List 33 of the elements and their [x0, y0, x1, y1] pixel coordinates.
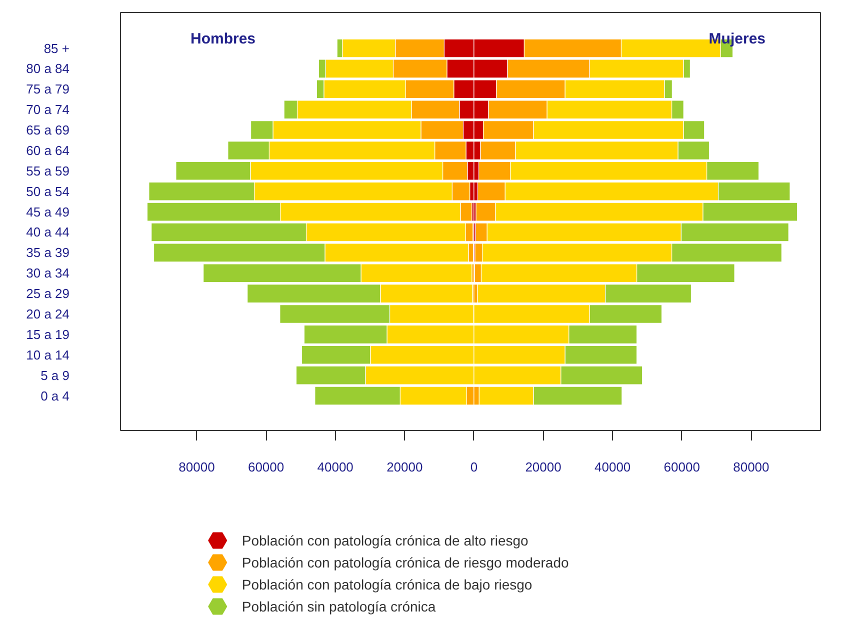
y-tick-label: 50 a 54: [26, 184, 70, 199]
x-tick-label: 40000: [317, 460, 354, 474]
x-tick-label: 40000: [594, 460, 631, 474]
y-tick-label: 15 a 19: [26, 326, 70, 342]
y-tick-label: 5 a 9: [40, 368, 70, 383]
y-tick-label: 75 a 79: [26, 82, 70, 97]
legend-label: Población con patología crónica de alto riesgo: [242, 532, 529, 548]
y-tick-label: 25 a 29: [26, 286, 70, 302]
x-tick-label: 0: [470, 460, 478, 474]
y-tick-label: 35 a 39: [26, 245, 70, 260]
x-tick-label: 20000: [525, 460, 562, 474]
y-tick-label: 30 a 34: [26, 266, 70, 281]
y-tick-label: 10 a 14: [26, 347, 70, 362]
x-tick-label: 60000: [664, 460, 700, 474]
x-tick-label: 80000: [733, 460, 770, 474]
legend-label: Población con patología crónica de bajo riesgo: [242, 576, 532, 592]
legend-label: Población con patología crónica de riesgo moderado: [242, 554, 569, 570]
y-tick-label: 20 a 24: [26, 306, 70, 322]
annotation: Mujeres: [708, 30, 766, 48]
y-tick-label: 0 a 4: [40, 388, 70, 404]
y-tick-label: 80 a 84: [26, 61, 70, 76]
x-tick-label: 20000: [386, 460, 423, 474]
y-tick-label: 65 a 69: [26, 122, 70, 138]
y-tick-label: 55 a 59: [26, 163, 70, 178]
x-tick-label: 60000: [248, 460, 284, 474]
y-tick-label: 60 a 64: [26, 142, 70, 158]
y-tick-label: 45 a 49: [26, 204, 70, 220]
x-tick-label: 80000: [178, 460, 215, 474]
annotation: Hombres: [190, 30, 256, 48]
y-tick-label: 85 +: [44, 40, 70, 56]
y-tick-label: 70 a 74: [26, 102, 70, 118]
y-tick-label: 40 a 44: [26, 224, 70, 240]
legend-label: Población sin patología crónica: [242, 598, 436, 614]
